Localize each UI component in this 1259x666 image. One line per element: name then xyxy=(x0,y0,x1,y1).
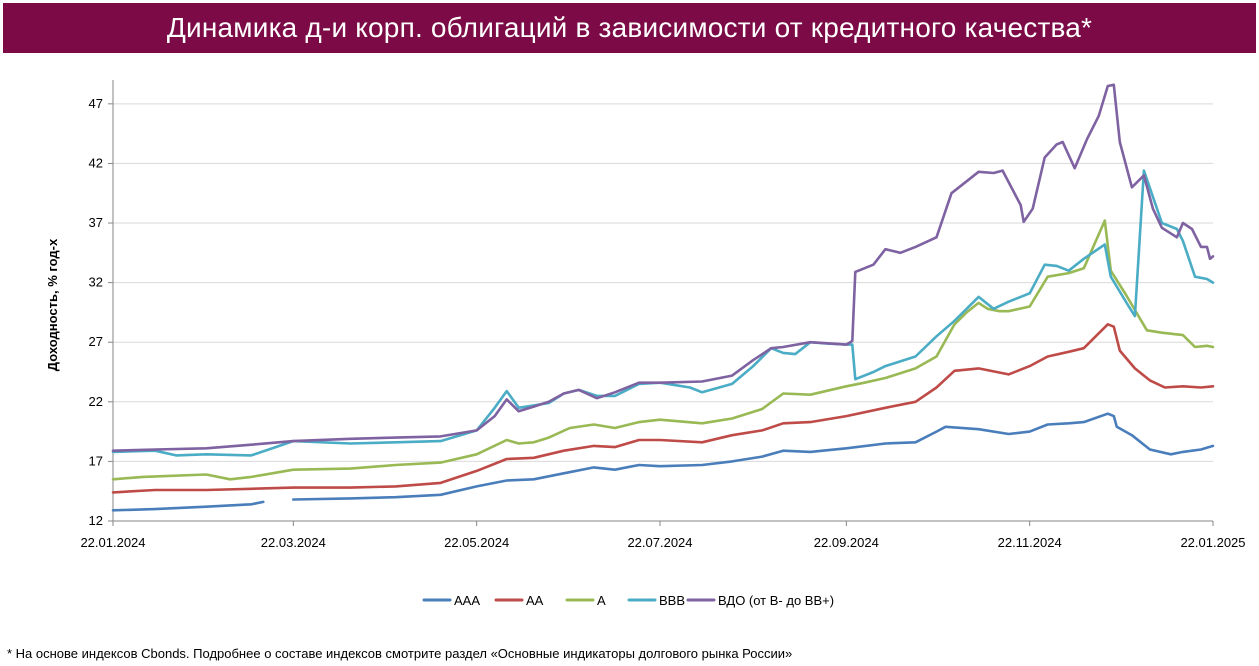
y-tick-label: 12 xyxy=(89,513,103,528)
x-tick-label: 22.07.2024 xyxy=(627,535,692,550)
series-line-4 xyxy=(111,83,1215,452)
grid-lines xyxy=(113,103,1213,462)
legend-label: A xyxy=(597,593,606,608)
series-lines xyxy=(111,83,1215,512)
y-tick-labels: 12 17 22 27 32 37 42 47 xyxy=(89,96,103,528)
y-tick-label: 42 xyxy=(89,155,103,170)
x-tick-label: 22.05.2024 xyxy=(444,535,509,550)
x-tick-label: 22.01.2025 xyxy=(1180,535,1245,550)
series-line-3 xyxy=(111,169,1215,457)
y-tick-label: 27 xyxy=(89,334,103,349)
legend-label: ВДО (от В- до ВВ+) xyxy=(718,593,834,608)
legend-label: AA xyxy=(526,593,544,608)
x-tick-label: 22.11.2024 xyxy=(998,535,1062,550)
x-tick-labels: 22.01.2024 22.03.2024 22.05.2024 22.07.2024… xyxy=(80,535,1245,550)
y-tick-label: 17 xyxy=(89,453,103,468)
chart-title: Динамика д-и корп. облигаций в зависимос… xyxy=(3,3,1256,53)
series-line-0 xyxy=(111,412,1215,512)
x-tick-label: 22.03.2024 xyxy=(261,535,326,550)
y-tick-label: 37 xyxy=(89,215,103,230)
y-tick-label: 32 xyxy=(89,275,103,290)
legend: AAA AA A BBB ВДО (от В- до ВВ+) xyxy=(422,593,834,608)
y-tick-label: 47 xyxy=(89,96,103,111)
x-tick-label: 22.09.2024 xyxy=(814,535,879,550)
y-tick-label: 22 xyxy=(89,394,103,409)
legend-label: BBB xyxy=(659,593,685,608)
series-line-1 xyxy=(111,323,1215,494)
footnote: * На основе индексов Cbonds. Подробнее о… xyxy=(7,646,793,661)
x-tick-label: 22.01.2024 xyxy=(80,535,145,550)
y-axis-label: Доходность, % год-х xyxy=(45,238,60,371)
series-line-2 xyxy=(111,219,1215,481)
legend-label: AAA xyxy=(454,593,480,608)
axes xyxy=(108,80,1214,526)
